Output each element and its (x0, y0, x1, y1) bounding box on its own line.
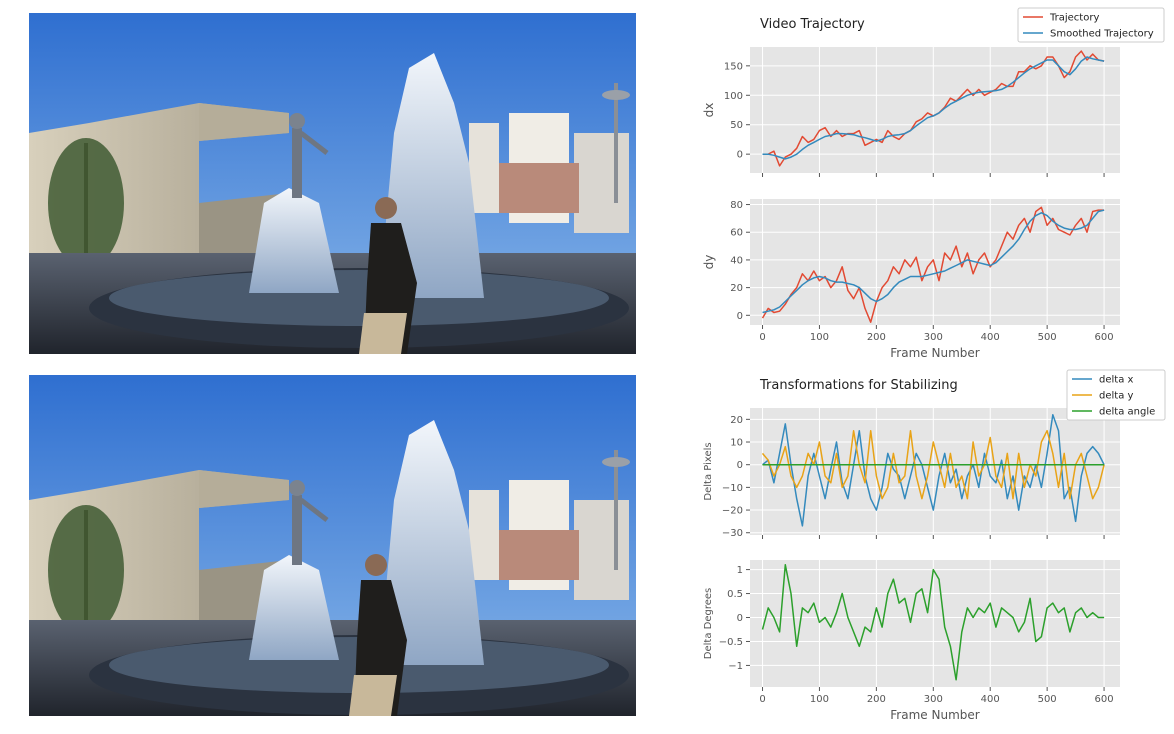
tree (48, 505, 124, 635)
y-axis-label: Delta Degrees (703, 588, 714, 659)
city-buildings (469, 450, 630, 600)
legend-box (1066, 369, 1166, 421)
plot-area-2 (750, 199, 1120, 325)
y-tick-label: −1 (728, 661, 743, 672)
y-tick-label: 60 (730, 228, 743, 239)
series-line-delta-angle (761, 564, 1105, 681)
y-tick-label: 20 (730, 415, 743, 426)
stabilized-video-frame (29, 375, 636, 716)
series-line-smoothed-trajectory (762, 209, 1105, 314)
x-tick-label: 500 (1038, 332, 1057, 343)
legend-entry: delta y (1099, 391, 1134, 402)
series-line-trajectory (761, 206, 1105, 323)
y-tick-label: −30 (722, 528, 743, 539)
legend-entry: delta x (1099, 375, 1134, 386)
y-axis-label: dy (702, 255, 716, 270)
y-tick-label: 100 (724, 91, 743, 102)
y-tick-label: −0.5 (719, 637, 743, 648)
walking-man (349, 554, 407, 716)
x-tick-label: 0 (759, 694, 765, 705)
y-axis-label: dx (702, 103, 716, 118)
series-line-smoothed-trajectory (762, 56, 1105, 160)
walking-man (359, 197, 417, 354)
y-tick-label: 150 (724, 61, 743, 72)
chart-title: Video Trajectory (760, 17, 865, 32)
plot-area-3 (750, 408, 1120, 535)
statue (289, 113, 329, 198)
legend-box (1017, 7, 1165, 43)
x-tick-label: 300 (924, 332, 943, 343)
y-tick-label: 0.5 (727, 589, 743, 600)
x-tick-label: 600 (1095, 694, 1114, 705)
x-tick-label: 400 (981, 694, 1000, 705)
x-axis-label: Frame Number (890, 708, 979, 722)
series-line-delta-x (762, 414, 1105, 527)
y-tick-label: 20 (730, 283, 743, 294)
series-line-delta-y (761, 429, 1105, 500)
statue (289, 480, 329, 565)
legend-entry: Trajectory (1049, 13, 1099, 24)
x-tick-label: 400 (981, 332, 1000, 343)
legend-entry: delta angle (1099, 407, 1155, 418)
fountain (89, 53, 629, 348)
x-tick-label: 600 (1095, 332, 1114, 343)
x-axis-label: Frame Number (890, 346, 979, 360)
x-tick-label: 300 (924, 694, 943, 705)
x-tick-label: 500 (1038, 694, 1057, 705)
y-tick-label: −20 (722, 506, 743, 517)
x-tick-label: 100 (810, 332, 829, 343)
y-tick-label: 0 (737, 150, 743, 161)
y-tick-label: 0 (737, 460, 743, 471)
plot-area-4 (750, 560, 1120, 687)
x-tick-label: 200 (867, 332, 886, 343)
plot-area-1 (750, 47, 1120, 173)
city-buildings (469, 83, 630, 233)
original-video-frame (29, 13, 636, 354)
y-tick-label: 1 (737, 565, 743, 576)
y-tick-label: 10 (730, 438, 743, 449)
tree (48, 138, 124, 268)
y-tick-label: 80 (730, 200, 743, 211)
y-tick-label: 0 (737, 311, 743, 322)
x-tick-label: 100 (810, 694, 829, 705)
x-tick-label: 0 (759, 332, 765, 343)
y-tick-label: 0 (737, 613, 743, 624)
y-axis-label: Delta Pixels (703, 442, 714, 500)
y-tick-label: 40 (730, 255, 743, 266)
legend-entry: Smoothed Trajectory (1050, 29, 1154, 40)
x-tick-label: 200 (867, 694, 886, 705)
chart-title: Transformations for Stabilizing (759, 378, 958, 393)
y-tick-label: −10 (722, 483, 743, 494)
y-tick-label: 50 (730, 120, 743, 131)
